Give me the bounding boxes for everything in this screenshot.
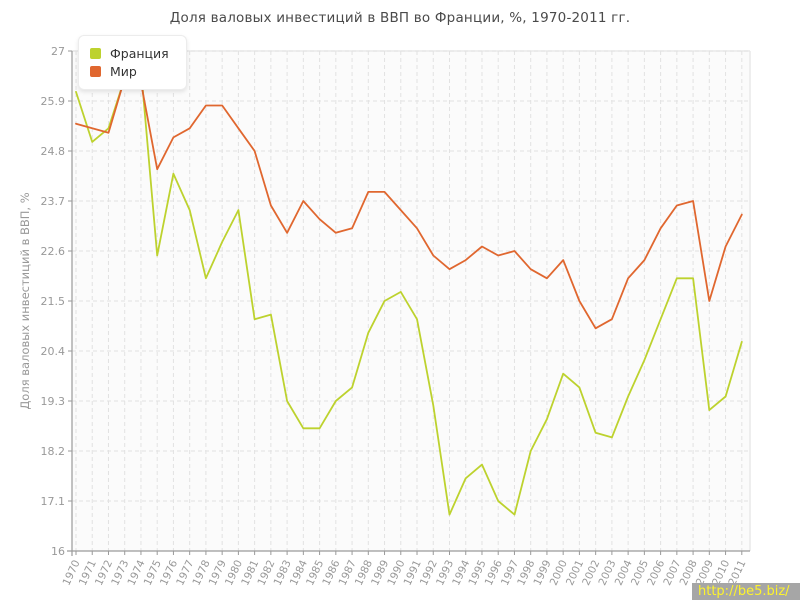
y-tick-label: 21.5: [41, 295, 66, 308]
legend-item-world: Мир: [90, 64, 169, 79]
y-tick-label: 25.9: [41, 95, 66, 108]
line-world: [75, 77, 743, 330]
y-tick-label: 27: [51, 45, 65, 58]
watermark-link: http://be5.biz/: [692, 583, 800, 600]
world-series-swatch: [90, 66, 101, 77]
y-tick-label: 19.3: [41, 395, 66, 408]
legend: Франция Мир: [78, 35, 187, 90]
y-tick-label: 16: [51, 545, 65, 558]
legend-label-france: Франция: [110, 46, 169, 61]
legend-item-france: Франция: [90, 46, 169, 61]
line-france: [75, 68, 743, 516]
legend-label-world: Мир: [110, 64, 137, 79]
chart-title: Доля валовых инвестиций в ВВП во Франции…: [169, 10, 631, 26]
y-tick-label: 20.4: [41, 345, 66, 358]
y-tick-label: 22.6: [41, 245, 66, 258]
france-series-swatch: [90, 48, 101, 59]
y-tick-label: 17.1: [41, 495, 66, 508]
y-tick-label: 18.2: [41, 445, 66, 458]
y-tick-label: 24.8: [41, 145, 66, 158]
y-axis-title: Доля валовых инвестиций в ВВП, %: [18, 192, 32, 410]
y-tick-label: 23.7: [41, 195, 66, 208]
